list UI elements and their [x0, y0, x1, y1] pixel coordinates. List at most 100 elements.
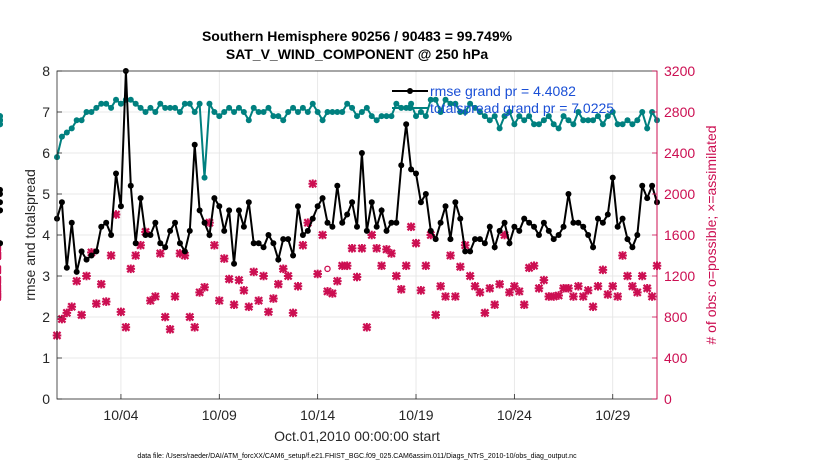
- totalspread-point: [206, 100, 213, 107]
- totalspread-point: [585, 117, 592, 124]
- rmse-point: [226, 207, 233, 214]
- rmse-point: [73, 268, 80, 275]
- totalspread-point: [68, 125, 75, 132]
- rmse-point: [98, 223, 105, 230]
- rmse-point: [68, 219, 75, 226]
- rmse-point: [422, 191, 429, 197]
- y-left-tick-label: 0: [42, 391, 50, 407]
- obs-assimilated-marker: [96, 279, 106, 289]
- rmse-point: [545, 227, 552, 234]
- totalspread-point: [231, 109, 238, 115]
- rmse-point: [334, 182, 341, 189]
- totalspread-point: [226, 104, 233, 111]
- totalspread-point: [78, 117, 85, 124]
- rmse-point: [403, 121, 410, 128]
- rmse-point: [590, 244, 597, 251]
- obs-assimilated-marker: [608, 281, 618, 291]
- obs-assimilated-marker: [82, 271, 91, 281]
- totalspread-point: [275, 113, 282, 120]
- totalspread-point: [417, 109, 424, 115]
- totalspread-point: [162, 104, 169, 111]
- y-left-tick-label: 3: [42, 268, 50, 284]
- y-axis-right-ticks: 0 400 800 1200 1600 2000 2400 2800 3200: [652, 63, 695, 407]
- y-left-tick-label: 2: [42, 309, 50, 325]
- rmse-point: [540, 219, 547, 226]
- obs-assimilated-marker: [195, 288, 204, 297]
- rmse-point: [437, 219, 444, 226]
- obs-assimilated-marker: [372, 244, 381, 253]
- x-tick-label: 10/29: [595, 407, 630, 423]
- totalspread-point: [309, 100, 316, 107]
- x-tick-label: 10/04: [103, 407, 138, 423]
- totalspread-point: [324, 109, 331, 115]
- rmse-point: [231, 260, 238, 267]
- totalspread-point: [339, 109, 346, 115]
- rmse-point: [324, 219, 331, 226]
- obs-assimilated-marker: [249, 267, 259, 277]
- rmse-point: [472, 236, 479, 243]
- rmse-point: [280, 236, 287, 243]
- totalspread-point: [334, 109, 341, 115]
- rmse-point: [78, 248, 85, 255]
- y-left-tick-label: 8: [42, 63, 50, 79]
- totalspread-point: [137, 104, 144, 111]
- obs-assimilated-marker: [446, 251, 455, 260]
- rmse-point: [285, 236, 292, 243]
- totalspread-point: [280, 117, 287, 124]
- totalspread-point: [388, 113, 395, 120]
- y-right-tick-label: 800: [664, 309, 688, 325]
- obs-assimilated-marker: [613, 292, 622, 301]
- rmse-point: [329, 223, 336, 230]
- obs-assimilated-marker: [451, 292, 460, 301]
- totalspread-point: [88, 109, 95, 115]
- obs-assimilated-marker: [77, 310, 86, 320]
- totalspread-point: [644, 125, 651, 132]
- rmse-point: [457, 215, 464, 222]
- rmse-point: [58, 199, 65, 206]
- obs-count-markers: [0, 179, 662, 340]
- totalspread-points: [0, 96, 660, 181]
- legend-spread-marker: [407, 105, 413, 111]
- x-tick-label: 10/19: [398, 407, 433, 423]
- totalspread-point: [516, 113, 523, 120]
- rmse-point: [186, 227, 193, 234]
- rmse-point: [555, 232, 562, 238]
- totalspread-point: [245, 117, 252, 124]
- obs-assimilated-marker: [564, 284, 573, 293]
- rmse-point: [481, 240, 488, 247]
- obs-assimilated-marker: [151, 292, 160, 301]
- totalspread-point: [113, 96, 120, 103]
- y-left-tick-label: 4: [42, 227, 50, 243]
- totalspread-point: [270, 113, 277, 120]
- rmse-point: [467, 248, 474, 255]
- totalspread-point: [496, 125, 503, 132]
- obs-assimilated-marker: [588, 302, 598, 312]
- rmse-point: [196, 207, 203, 214]
- obs-assimilated-marker: [637, 271, 647, 281]
- obs-assimilated-marker: [234, 275, 244, 285]
- obs-assimilated-marker: [269, 294, 278, 303]
- obs-assimilated-marker: [160, 312, 170, 322]
- obs-assimilated-marker: [401, 261, 411, 271]
- rmse-point: [206, 232, 213, 238]
- totalspread-point: [604, 113, 611, 120]
- obs-assimilated-marker: [67, 302, 77, 312]
- rmse-point: [162, 244, 169, 251]
- obs-assimilated-marker: [406, 222, 416, 232]
- totalspread-point: [378, 113, 385, 120]
- rmse-point: [496, 227, 503, 234]
- rmse-point: [644, 195, 651, 202]
- obs-assimilated-marker: [328, 289, 337, 298]
- obs-assimilated-marker: [333, 276, 342, 286]
- obs-assimilated-marker: [126, 264, 136, 274]
- rmse-point: [63, 264, 70, 271]
- totalspread-point: [191, 109, 198, 115]
- y-right-tick-label: 2800: [664, 104, 695, 120]
- rmse-point: [550, 236, 557, 243]
- obs-assimilated-marker: [318, 230, 327, 240]
- rmse-point: [535, 232, 542, 238]
- rmse-point: [570, 219, 577, 226]
- rmse-point: [354, 223, 360, 230]
- obs-assimilated-marker: [396, 285, 406, 294]
- obs-assimilated-marker: [116, 307, 126, 317]
